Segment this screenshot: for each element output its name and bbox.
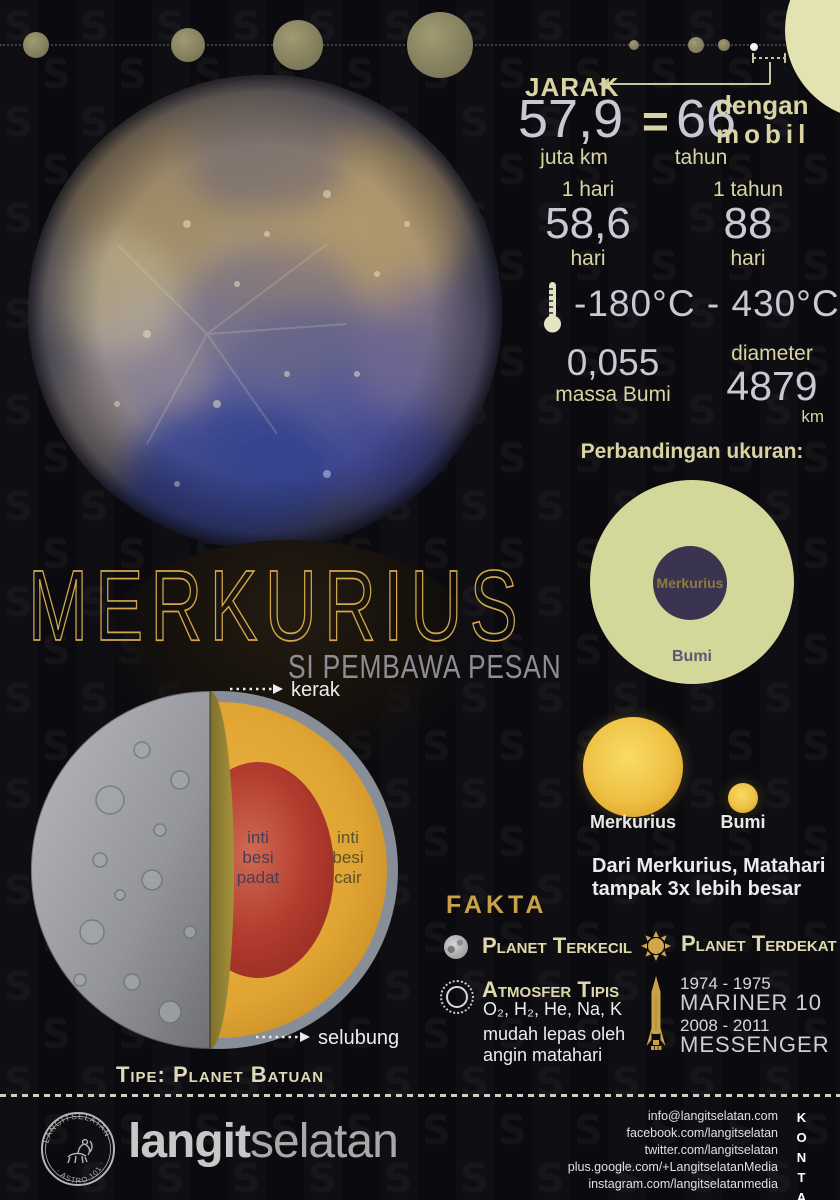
crust-label: kerak — [291, 680, 341, 701]
brand-light: selatan — [250, 1115, 399, 1168]
temperature-range: -180°C - 430°C — [574, 283, 840, 324]
year-length-unit: hari — [730, 246, 766, 270]
footer-separator — [0, 1094, 840, 1097]
earth-size-label: Bumi — [672, 648, 712, 665]
centaur-archer-figure — [67, 1138, 93, 1164]
contact-facebook[interactable]: facebook.com/langitselatan — [626, 1126, 778, 1140]
kontak-vertical-label: KONTAK — [794, 1110, 809, 1200]
moon-icon — [444, 935, 468, 959]
sun-mercury-label: Merkurius — [589, 812, 677, 832]
page-title: MERKURIUS — [27, 550, 525, 662]
size-comparison-title: Perbandingan ukuran: — [580, 440, 804, 463]
stamp-top-text: ·LANGITSELATAN· — [41, 1112, 113, 1148]
outer-core-label-3: cair — [334, 868, 362, 887]
car-word-mobil: mobil — [716, 119, 811, 149]
distance-label: JARAK — [525, 72, 620, 102]
fact-closest-planet: Planet Terdekat — [681, 931, 837, 956]
diameter-unit: km — [801, 407, 824, 426]
atmosphere-note-line2: angin matahari — [483, 1045, 603, 1065]
planet-dot-6 — [688, 37, 704, 53]
inner-core-label-3: padat — [237, 868, 280, 887]
sun-from-earth-circle — [728, 783, 758, 813]
diameter-label: diameter — [731, 342, 813, 365]
outer-core-label-1: inti — [337, 828, 359, 847]
mercury-dot — [750, 43, 758, 51]
mission1-name: MARINER 10 — [680, 990, 823, 1015]
sun-icon — [641, 931, 671, 961]
mass-stat: 0,055 massa Bumi — [553, 342, 673, 407]
planet-dot-4 — [407, 12, 473, 78]
fact-atmosphere-title: Atmosfer Tipis — [482, 977, 620, 1002]
langitselatan-stamp-logo: ·LANGITSELATAN· · ASTRO 101 · — [41, 1112, 115, 1186]
thermometer-icon — [544, 282, 561, 333]
car-word-dengan: dengan — [716, 90, 809, 120]
fact-smallest-planet: Planet Terkecil — [482, 933, 633, 958]
distance-value: 57,9 — [518, 89, 624, 149]
atmosphere-note-line1: mudah lepas oleh — [483, 1024, 626, 1044]
contact-list: info@langitselatan.com facebook.com/lang… — [568, 1108, 778, 1193]
diameter-stat: diameter 4879 km — [712, 342, 832, 427]
diameter-value: 4879 — [726, 363, 818, 409]
year-length-title: 1 tahun — [712, 178, 784, 201]
sun-note-line2: tampak 3x lebih besar — [592, 878, 825, 901]
mission2-name: MESSENGER — [680, 1032, 830, 1057]
inner-core-label-2: besi — [242, 848, 273, 867]
rocket-icon — [646, 976, 666, 1050]
langitselatan-wordmark: langitselatan — [128, 1114, 399, 1169]
atmosphere-icon-inner-ring — [446, 986, 468, 1008]
car-years-value: 66 — [676, 89, 737, 149]
planet-type-label: Tipe: Planet Batuan — [115, 1062, 325, 1087]
sun-from-mercury-circle — [583, 717, 683, 817]
outer-core-label-2: besi — [332, 848, 363, 867]
year-length-value: 88 — [723, 199, 773, 248]
mercury-size-circle: Merkurius — [653, 546, 727, 620]
sun-note-line1: Dari Merkurius, Matahari — [592, 855, 826, 877]
car-years-unit: tahun — [674, 146, 728, 169]
facts-heading: FAKTA — [446, 891, 548, 919]
day-length-unit: hari — [570, 246, 606, 270]
distance-arrow — [598, 53, 786, 90]
planet-dot-2 — [171, 28, 205, 62]
sun-earth-label: Bumi — [720, 812, 766, 832]
atmosphere-elements: O₂, H₂, He, Na, K — [483, 999, 623, 1019]
day-length-stat: 1 hari 58,6 hari — [528, 178, 648, 271]
contact-twitter[interactable]: twitter.com/langitselatan — [644, 1143, 778, 1157]
planet-dot-3 — [273, 20, 323, 70]
mercury-planet-image — [28, 75, 502, 549]
sun-note-normal: tampak — [592, 878, 668, 900]
sun-size-note: Dari Merkurius, Matahari tampak 3x lebih… — [592, 855, 825, 901]
planet-dot-1 — [23, 32, 49, 58]
atmosphere-icon — [440, 980, 474, 1014]
svg-text:·LANGITSELATAN·: ·LANGITSELATAN· — [41, 1112, 114, 1148]
mission2-years: 2008 - 2011 — [680, 1016, 770, 1035]
year-length-stat: 1 tahun 88 hari — [688, 178, 808, 271]
contact-googleplus[interactable]: plus.google.com/+LangitselatanMedia — [567, 1160, 778, 1174]
atmosphere-note: mudah lepas oleh angin matahari — [483, 1024, 625, 1066]
day-length-value: 58,6 — [545, 199, 631, 248]
page-subtitle: SI PEMBAWA PESAN — [288, 648, 562, 685]
mantle-label: selubung — [318, 1027, 399, 1049]
planet-dot-7 — [718, 39, 730, 51]
planet-dot-5 — [629, 40, 639, 50]
day-length-title: 1 hari — [561, 178, 615, 201]
contact-email[interactable]: info@langitselatan.com — [647, 1109, 778, 1123]
cross-section-diagram: inti besi padat inti besi cair kerak sel… — [30, 680, 399, 1051]
mission1-years: 1974 - 1975 — [680, 974, 771, 993]
mass-value: 0,055 — [566, 342, 660, 383]
mass-label: massa Bumi — [555, 382, 671, 406]
brand-bold: langit — [128, 1115, 251, 1168]
distance-unit: juta km — [540, 146, 608, 169]
inner-core-label-1: inti — [247, 828, 269, 847]
contact-instagram[interactable]: instagram.com/langitselatanmedia — [588, 1177, 778, 1191]
equals-sign: = — [642, 95, 669, 147]
sun-note-bold: 3x lebih besar — [667, 878, 801, 900]
